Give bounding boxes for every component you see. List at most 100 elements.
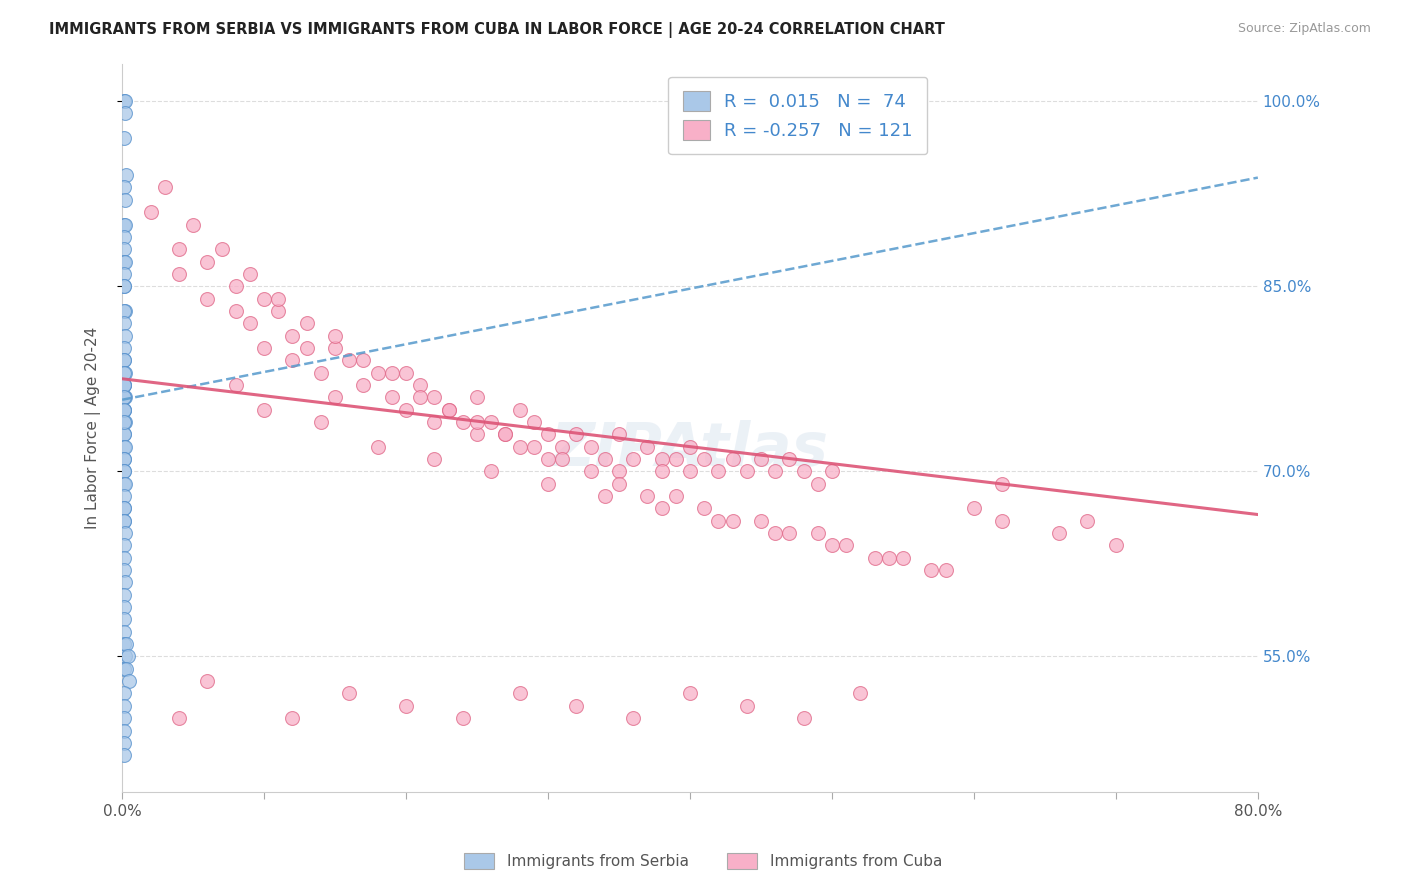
Point: [807, 526, 830, 541]
Point: [167, 242, 190, 256]
Point: [114, 193, 136, 207]
Point: [423, 452, 446, 467]
Point: [112, 316, 135, 330]
Point: [281, 353, 304, 368]
Legend: Immigrants from Serbia, Immigrants from Cuba: Immigrants from Serbia, Immigrants from …: [458, 847, 948, 875]
Point: [112, 180, 135, 194]
Point: [607, 476, 630, 491]
Point: [114, 366, 136, 380]
Point: [763, 526, 786, 541]
Point: [115, 637, 138, 651]
Point: [337, 686, 360, 700]
Point: [693, 452, 716, 467]
Point: [891, 550, 914, 565]
Point: [112, 514, 135, 528]
Point: [114, 440, 136, 454]
Point: [367, 366, 389, 380]
Point: [963, 501, 986, 516]
Point: [395, 402, 418, 417]
Point: [239, 267, 262, 281]
Point: [117, 649, 139, 664]
Point: [195, 254, 218, 268]
Point: [253, 341, 276, 355]
Point: [479, 415, 502, 429]
Point: [195, 674, 218, 689]
Point: [665, 452, 688, 467]
Point: [579, 464, 602, 478]
Point: [721, 514, 744, 528]
Point: [112, 464, 135, 478]
Point: [679, 686, 702, 700]
Point: [565, 698, 588, 713]
Text: ZIPAtlas: ZIPAtlas: [551, 420, 830, 480]
Point: [114, 476, 136, 491]
Point: [112, 452, 135, 467]
Point: [112, 588, 135, 602]
Point: [381, 390, 404, 404]
Point: [253, 292, 276, 306]
Point: [1076, 514, 1098, 528]
Point: [115, 168, 138, 182]
Point: [267, 304, 290, 318]
Point: [509, 440, 531, 454]
Point: [821, 464, 844, 478]
Point: [395, 366, 418, 380]
Point: [112, 415, 135, 429]
Point: [114, 304, 136, 318]
Point: [523, 440, 546, 454]
Point: [537, 427, 560, 442]
Point: [112, 612, 135, 626]
Point: [395, 698, 418, 713]
Point: [114, 254, 136, 268]
Point: [112, 514, 135, 528]
Point: [465, 427, 488, 442]
Point: [934, 563, 956, 577]
Point: [749, 452, 772, 467]
Point: [437, 402, 460, 417]
Point: [367, 440, 389, 454]
Text: Source: ZipAtlas.com: Source: ZipAtlas.com: [1237, 22, 1371, 36]
Point: [112, 390, 135, 404]
Point: [112, 353, 135, 368]
Point: [409, 390, 432, 404]
Point: [920, 563, 942, 577]
Point: [707, 464, 730, 478]
Point: [621, 452, 644, 467]
Legend: R =  0.015   N =  74, R = -0.257   N = 121: R = 0.015 N = 74, R = -0.257 N = 121: [668, 77, 928, 154]
Point: [494, 427, 516, 442]
Point: [537, 476, 560, 491]
Point: [735, 464, 758, 478]
Point: [112, 711, 135, 725]
Text: IMMIGRANTS FROM SERBIA VS IMMIGRANTS FROM CUBA IN LABOR FORCE | AGE 20-24 CORREL: IMMIGRANTS FROM SERBIA VS IMMIGRANTS FRO…: [49, 22, 945, 38]
Point: [225, 304, 247, 318]
Point: [465, 415, 488, 429]
Point: [451, 415, 474, 429]
Point: [112, 563, 135, 577]
Point: [112, 440, 135, 454]
Point: [112, 415, 135, 429]
Point: [112, 723, 135, 738]
Point: [877, 550, 900, 565]
Point: [114, 328, 136, 343]
Point: [1047, 526, 1070, 541]
Point: [479, 464, 502, 478]
Point: [537, 452, 560, 467]
Point: [153, 180, 176, 194]
Point: [423, 390, 446, 404]
Point: [593, 489, 616, 503]
Point: [281, 328, 304, 343]
Point: [353, 378, 375, 392]
Point: [114, 415, 136, 429]
Point: [437, 402, 460, 417]
Point: [281, 711, 304, 725]
Point: [211, 242, 233, 256]
Point: [565, 427, 588, 442]
Y-axis label: In Labor Force | Age 20-24: In Labor Force | Age 20-24: [86, 327, 101, 529]
Point: [112, 501, 135, 516]
Point: [793, 464, 815, 478]
Point: [139, 205, 162, 219]
Point: [749, 514, 772, 528]
Point: [651, 452, 673, 467]
Point: [807, 476, 830, 491]
Point: [112, 402, 135, 417]
